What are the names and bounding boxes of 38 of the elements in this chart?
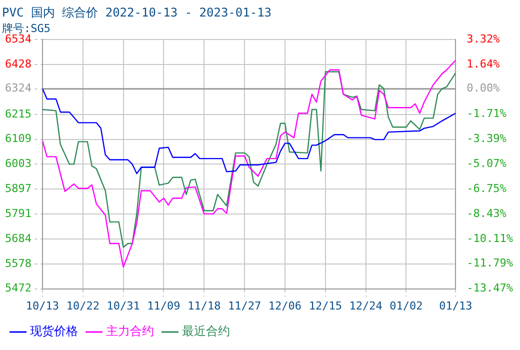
y2-tick-label: -13.47% [466, 282, 514, 295]
y2-tick-label: -10.11% [466, 232, 514, 245]
x-tick-label: 11/18 [188, 299, 221, 312]
y-tick-label: 6324 [4, 82, 32, 95]
x-tick-label: 10/13 [26, 299, 60, 312]
y2-tick-label: -3.39% [466, 132, 507, 146]
y-tick-label: 5472 [4, 282, 32, 295]
y-tick-label: 6109 [4, 132, 32, 146]
legend-label: 最近合约 [182, 324, 230, 338]
x-tick-label: 12/15 [308, 299, 342, 312]
y2-tick-label: -5.07% [466, 156, 507, 170]
y2-tick-label: 0.00% [466, 82, 500, 95]
y-tick-label: 6428 [4, 57, 32, 70]
x-tick-label: 12/06 [268, 299, 302, 312]
chart-title: PVC 国内 综合价 2022-10-13 - 2023-01-13 [2, 5, 272, 20]
x-tick-label: 01/02 [390, 299, 423, 312]
y-tick-label: 6003 [4, 157, 32, 170]
legend-label: 现货价格 [30, 324, 78, 338]
y2-tick-label: 1.64% [466, 57, 500, 70]
y2-tick-label: -8.43% [466, 206, 507, 220]
x-tick-label: 10/31 [106, 299, 140, 312]
y-tick-label: 5897 [4, 182, 32, 195]
y2-tick-label: -11.79% [466, 256, 514, 270]
x-tick-label: 10/22 [66, 299, 100, 312]
y2-tick-label: -1.71% [466, 107, 507, 120]
y-tick-label: 6215 [4, 107, 32, 120]
y2-tick-label: -6.75% [466, 182, 507, 195]
y-tick-label: 5578 [4, 256, 32, 270]
y-tick-label: 6534 [4, 32, 32, 46]
x-tick-label: 11/27 [228, 299, 262, 312]
y-tick-label: 5791 [4, 206, 32, 220]
x-tick-label: 12/24 [349, 299, 383, 312]
y-tick-label: 5684 [4, 232, 32, 245]
chart-subtitle: 牌号:SG5 [2, 22, 50, 35]
y2-tick-label: 3.32% [466, 32, 500, 46]
legend-label: 主力合约 [106, 324, 154, 338]
x-tick-label: 01/13 [439, 299, 472, 312]
x-tick-label: 11/09 [147, 299, 180, 312]
